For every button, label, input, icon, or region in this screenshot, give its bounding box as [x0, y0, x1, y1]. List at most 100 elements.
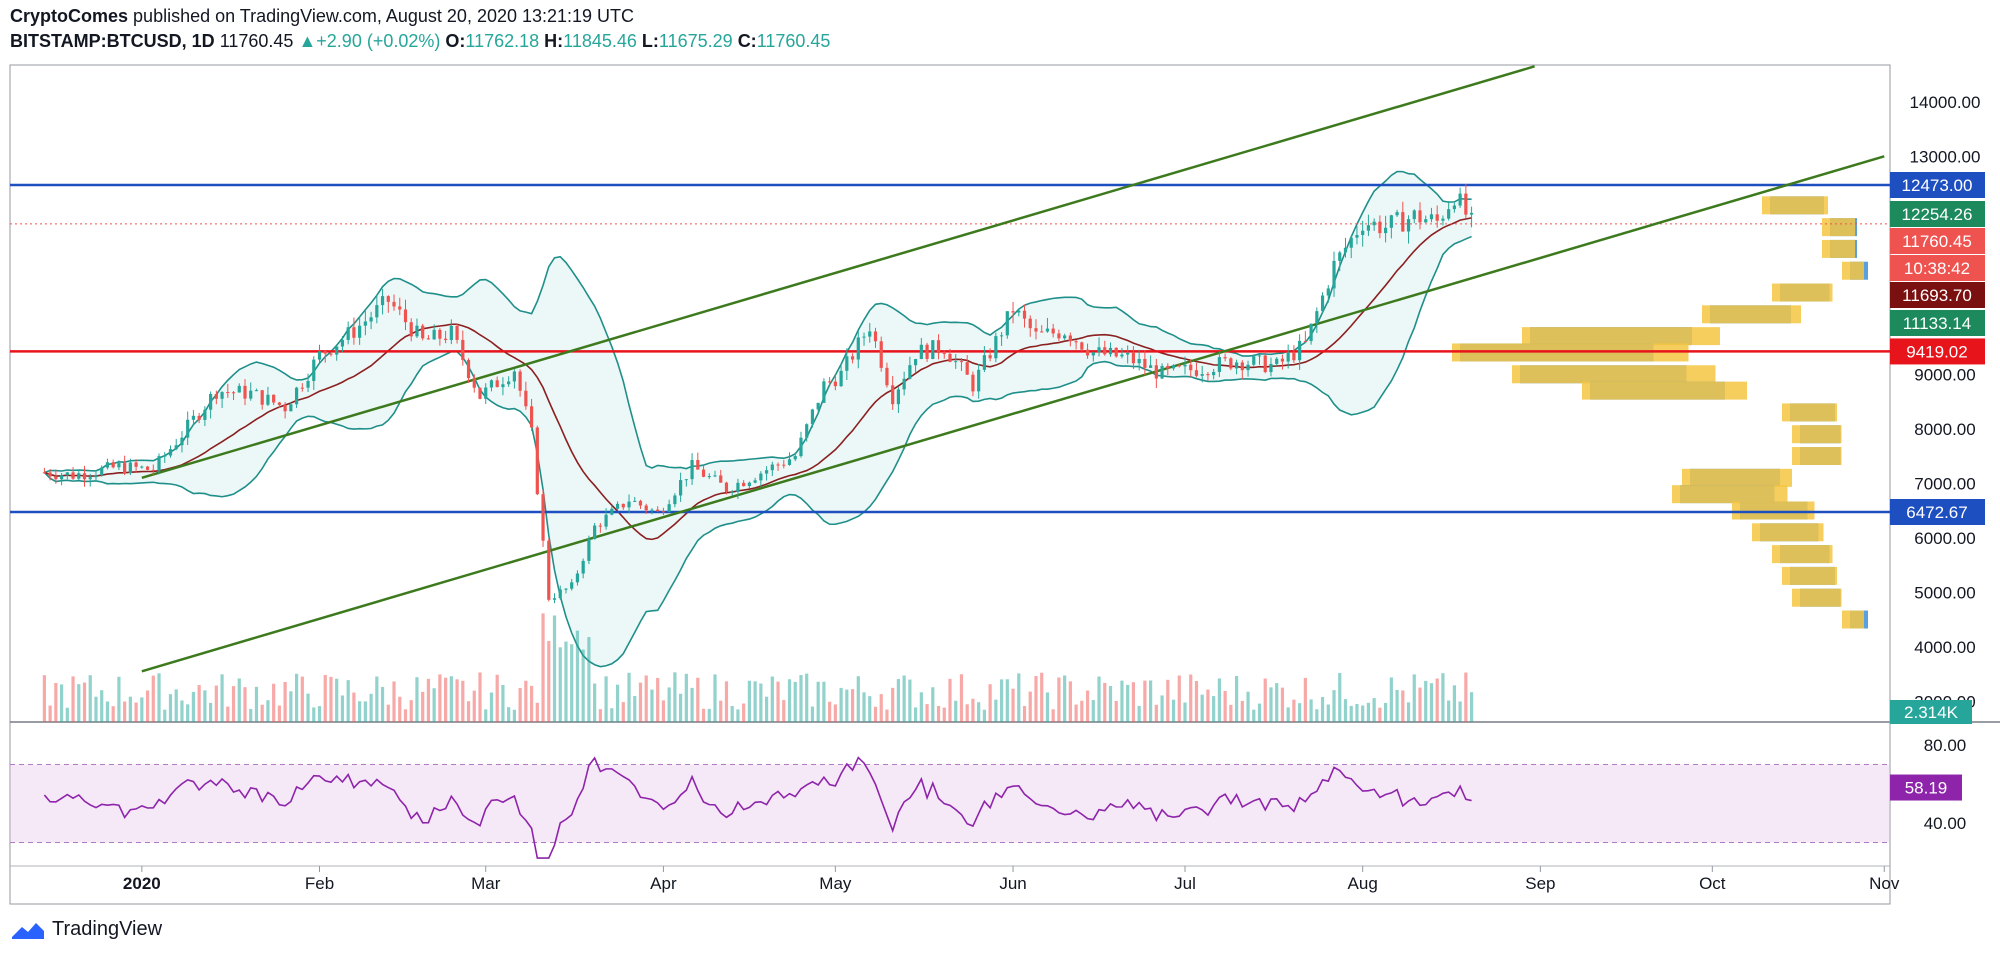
candle-body [415, 325, 419, 337]
candle-body [1441, 218, 1445, 221]
candle-body [249, 390, 253, 399]
candle-body [1234, 362, 1239, 369]
candle-body [1349, 237, 1353, 248]
candle-body [1206, 374, 1210, 376]
candle-body [633, 500, 637, 502]
volume-bar [713, 674, 717, 722]
candle-body [1263, 355, 1267, 373]
volume-bar [1292, 699, 1296, 722]
volume-bar [1286, 707, 1290, 722]
candle-body [942, 353, 946, 355]
candle-body [684, 479, 688, 481]
volume-bar [977, 702, 981, 722]
candle-body [730, 491, 734, 493]
candle-body [1171, 365, 1176, 369]
volume-bar [656, 677, 660, 722]
candle-body [535, 427, 539, 495]
volume-bar [1217, 678, 1221, 722]
candle-body [524, 390, 528, 407]
level-label-bg [1890, 338, 1985, 365]
low-label: L: [641, 31, 659, 51]
candle-body [673, 495, 677, 505]
volume-bar [231, 686, 236, 722]
volume-bar [518, 688, 522, 722]
candle-body [209, 394, 213, 410]
candle-body [340, 339, 345, 347]
symbol-label[interactable]: BITSTAMP:BTCUSD, 1D [10, 31, 215, 51]
candle-body [919, 344, 923, 360]
candle-body [547, 540, 551, 600]
candle-body [398, 306, 402, 310]
candle-body [931, 340, 935, 359]
candle-body [638, 500, 643, 506]
volume-bar [432, 688, 436, 722]
volume-bar [707, 708, 711, 722]
candle-body [1166, 365, 1170, 369]
volume-bar [1355, 703, 1359, 722]
author-name[interactable]: CryptoComes [10, 6, 129, 26]
volume-bar [323, 674, 327, 722]
volume-bar [59, 684, 64, 722]
volume-profile-bar [1752, 523, 1824, 542]
volume-bar [1149, 680, 1153, 722]
candle-body [191, 415, 196, 420]
volume-bar [1441, 673, 1445, 722]
volume-bar [919, 692, 923, 722]
volume-bar [277, 705, 281, 722]
candle-body [1320, 295, 1325, 312]
volume-profile-bar [1822, 239, 1855, 258]
candle-body [59, 475, 64, 480]
volume-bar [1240, 700, 1244, 722]
volume-bar [289, 691, 293, 722]
candle-body [1378, 221, 1382, 234]
candle-body [300, 387, 304, 389]
volume-bar [1177, 675, 1181, 722]
volume-bar [1343, 699, 1348, 722]
candle-body [1418, 210, 1422, 223]
volume-bar [1160, 695, 1164, 722]
candle-body [444, 338, 448, 340]
candle-body [719, 475, 723, 483]
candle-body [679, 480, 683, 496]
ohlc-line: BITSTAMP:BTCUSD, 1D 11760.45 ▲+2.90 (+0.… [10, 31, 830, 52]
candle-body [1017, 310, 1021, 313]
candle-body [902, 378, 906, 390]
footer-brand[interactable]: TradingView [10, 918, 162, 941]
candle-body [782, 464, 786, 466]
volume-bar [1389, 677, 1393, 722]
countdown-label: 10:38:42 [1904, 259, 1970, 278]
volume-bar [701, 708, 706, 722]
volume-bar [770, 676, 774, 722]
candle-body [661, 511, 666, 513]
candle-body [466, 359, 471, 379]
candle-body [1143, 358, 1147, 368]
candle-body [799, 437, 803, 457]
candle-body [1022, 310, 1027, 319]
volume-bar [925, 704, 929, 722]
volume-bar [828, 701, 832, 722]
volume-profile-bar [1762, 196, 1828, 215]
volume-profile-bar [1682, 468, 1792, 487]
bollinger-lower [43, 235, 1472, 668]
level-label-bg [1890, 172, 1985, 198]
candle-body [1389, 215, 1393, 228]
candle-body [742, 482, 746, 487]
volume-bar [117, 676, 121, 722]
volume-bar [627, 672, 631, 722]
candle-body [128, 462, 132, 474]
volume-bar [140, 697, 144, 722]
volume-bar [444, 677, 448, 722]
volume-bar [1194, 680, 1199, 722]
volume-bar [644, 675, 648, 722]
volume-bar [1212, 696, 1216, 722]
candle-body [335, 346, 339, 355]
volume-bar [312, 707, 316, 722]
volume-bar [495, 674, 499, 722]
candle-body [375, 305, 379, 318]
candle-body [610, 508, 614, 515]
candle-body [1063, 335, 1067, 339]
price-label: 11133.14 [1903, 314, 1971, 333]
volume-bar [1085, 690, 1090, 722]
candle-body [1057, 333, 1061, 339]
